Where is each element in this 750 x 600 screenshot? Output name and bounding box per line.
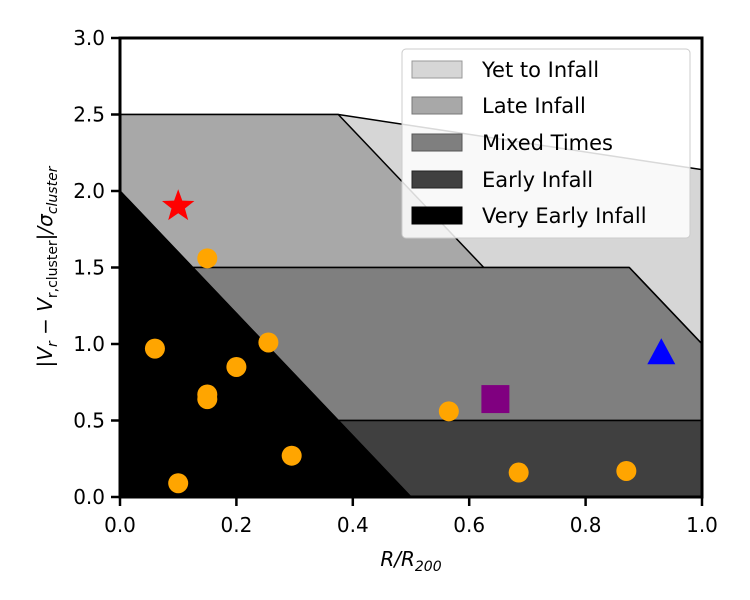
data-point-circle	[439, 401, 459, 421]
data-point-circle	[168, 473, 188, 493]
legend-label-late-infall: Late Infall	[482, 94, 586, 118]
legend-label-very-early-infall: Very Early Infall	[482, 204, 647, 228]
data-point-circle	[616, 461, 636, 481]
x-axis-ticks: 0.0 0.2 0.4 0.6 0.8 1.0	[104, 497, 718, 537]
data-point-circle	[258, 332, 278, 352]
x-tick-label: 0.6	[453, 513, 485, 537]
legend-label-early-infall: Early Infall	[482, 168, 593, 192]
x-tick-label: 0.8	[570, 513, 602, 537]
x-axis-label: R/R200	[380, 547, 441, 575]
x-tick-label: 0.0	[104, 513, 136, 537]
legend-swatch-late-infall	[412, 97, 462, 114]
legend-swatch-very-early-infall	[412, 207, 462, 224]
y-axis-label: |Vr − Vr,cluster|/σcluster	[33, 165, 61, 367]
legend: Yet to Infall Late Infall Mixed Times Ea…	[402, 49, 690, 238]
legend-label-yet-to-infall: Yet to Infall	[481, 58, 599, 82]
y-tick-label: 0.0	[73, 485, 105, 509]
data-point-square	[481, 385, 509, 413]
data-point-circle	[145, 339, 165, 359]
infall-chart: 0.0 0.2 0.4 0.6 0.8 1.0 0.0 0.5 1.0 1.5 2.0 2.5 3.0…	[0, 0, 750, 600]
data-point-circle	[282, 446, 302, 466]
y-tick-label: 3.0	[73, 26, 105, 50]
data-point-circle	[197, 389, 217, 409]
x-tick-label: 1.0	[686, 513, 718, 537]
data-point-circle	[226, 357, 246, 377]
legend-swatch-early-infall	[412, 171, 462, 188]
y-tick-label: 0.5	[73, 409, 105, 433]
legend-swatch-mixed-times	[412, 134, 462, 151]
legend-swatch-yet-to-infall	[412, 61, 462, 78]
x-tick-label: 0.2	[220, 513, 252, 537]
data-point-circle	[197, 248, 217, 268]
y-tick-label: 2.5	[73, 103, 105, 127]
legend-label-mixed-times: Mixed Times	[482, 131, 613, 155]
y-tick-label: 1.5	[73, 256, 105, 280]
y-tick-label: 1.0	[73, 332, 105, 356]
data-point-circle	[509, 463, 529, 483]
x-tick-label: 0.4	[337, 513, 369, 537]
y-tick-label: 2.0	[73, 179, 105, 203]
y-axis-ticks: 0.0 0.5 1.0 1.5 2.0 2.5 3.0	[73, 26, 120, 509]
